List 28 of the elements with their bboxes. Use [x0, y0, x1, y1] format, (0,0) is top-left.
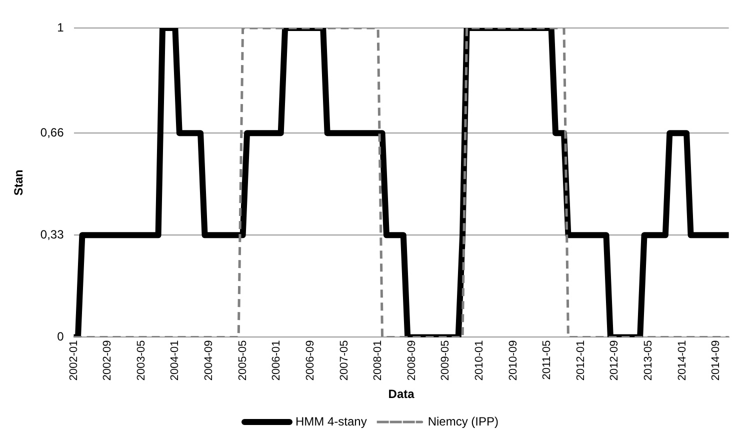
x-tick-label: 2012-01 — [574, 340, 587, 381]
x-tick-label: 2010-01 — [473, 340, 486, 381]
x-tick-label: 2004-09 — [203, 340, 216, 381]
x-tick-label: 2014-01 — [676, 340, 688, 381]
x-tick-label: 2009-05 — [440, 340, 452, 381]
x-tick-label: 2002-09 — [102, 340, 114, 381]
x-tick-label: 2013-05 — [642, 340, 655, 381]
x-tick-label: 2004-01 — [169, 340, 182, 381]
y-tick-label: 0,33 — [40, 227, 64, 242]
legend-label: HMM 4-stany — [295, 414, 367, 428]
x-tick-label: 2008-01 — [372, 340, 384, 381]
x-tick-label: 2006-09 — [304, 340, 316, 381]
x-tick-label: 2003-05 — [135, 340, 148, 381]
x-tick-label: 2014-09 — [710, 340, 722, 381]
x-tick-label: 2006-01 — [270, 340, 283, 381]
x-axis-title: Data — [388, 387, 415, 402]
x-tick-label: 2005-05 — [236, 340, 249, 381]
x-tick-label: 2007-05 — [338, 340, 350, 381]
y-axis-title: Stan — [12, 170, 26, 196]
x-tick-label: 2002-01 — [68, 340, 80, 381]
x-tick-label: 2011-05 — [541, 340, 554, 380]
x-tick-label: 2012-09 — [608, 340, 621, 381]
x-tick-label: 2010-09 — [507, 340, 520, 381]
x-tick-label: 2008-09 — [406, 340, 418, 381]
legend-label: Niemcy (IPP) — [428, 414, 499, 428]
y-tick-label: 1 — [57, 20, 64, 34]
y-tick-label: 0 — [57, 330, 64, 344]
y-tick-label: 0,66 — [40, 125, 64, 140]
